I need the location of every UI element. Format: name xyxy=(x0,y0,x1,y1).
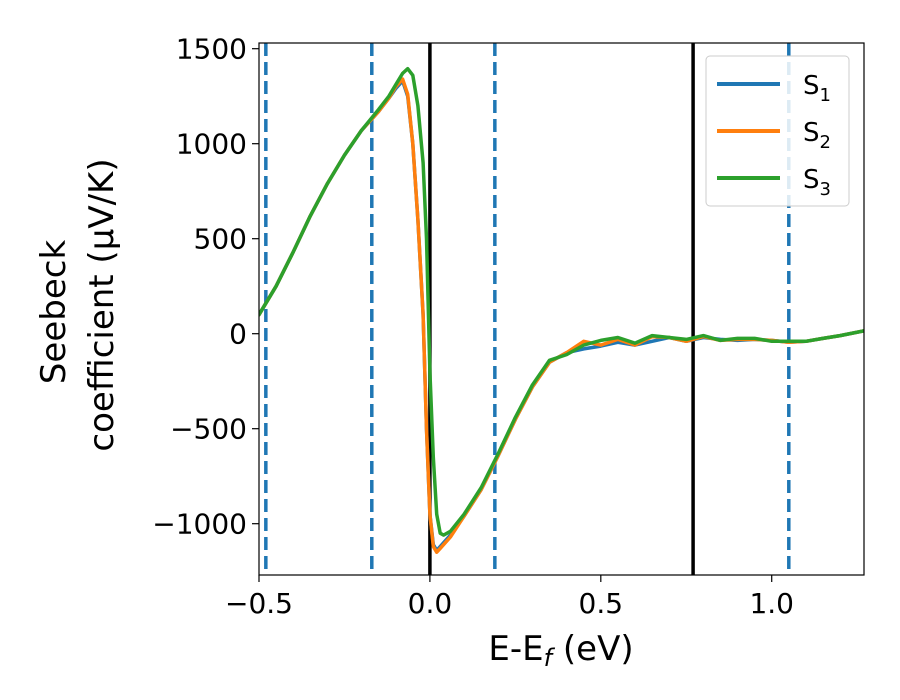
x-tick-label: 1.0 xyxy=(749,587,794,620)
legend: S1 S2 S3 xyxy=(705,55,850,207)
y-tick-label: 500 xyxy=(194,223,247,256)
y-tick-label: 1000 xyxy=(176,128,247,161)
series-layer xyxy=(259,66,864,554)
legend-label-s2: S2 xyxy=(803,118,831,153)
series-line-s3 xyxy=(259,66,864,537)
y-tick-label: −500 xyxy=(170,413,247,446)
y-axis-label: Seebeck coefficient (μV/K) xyxy=(34,158,122,451)
y-axis-label-line-1: Seebeck xyxy=(34,240,74,385)
x-axis: −0.5 0.0 0.5 1.0 xyxy=(225,575,794,620)
y-axis-label-line-2: coefficient (μV/K) xyxy=(82,158,122,451)
x-axis-label: E-Ef (eV) xyxy=(488,629,633,672)
x-tick-label: −0.5 xyxy=(225,587,293,620)
y-axis: −1000 −500 0 500 1000 1500 xyxy=(152,33,259,541)
x-tick-label: 0.0 xyxy=(408,587,453,620)
legend-label-s1: S1 xyxy=(803,71,831,106)
legend-label-s3: S3 xyxy=(803,165,831,200)
y-tick-label: 0 xyxy=(229,318,247,351)
x-tick-label: 0.5 xyxy=(579,587,624,620)
plot-frame xyxy=(258,42,865,576)
y-tick-label: 1500 xyxy=(176,33,247,66)
y-tick-label: −1000 xyxy=(152,508,247,541)
